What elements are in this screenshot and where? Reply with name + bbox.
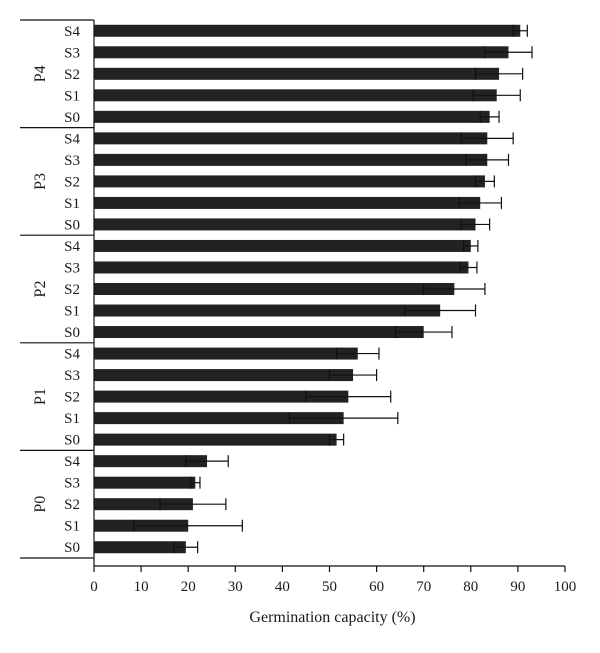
error-bar-p4-s2 xyxy=(474,67,524,80)
bar-p0-s3 xyxy=(94,476,196,489)
bar-p1-s2 xyxy=(94,390,349,403)
group-label-p0: P0 xyxy=(32,496,49,513)
error-bar-p0-s3 xyxy=(189,476,201,489)
row-label-p3-s0: S0 xyxy=(64,217,80,233)
x-tick-label: 70 xyxy=(416,579,431,595)
row-label-p0-s0: S0 xyxy=(64,540,80,556)
bars-layer xyxy=(94,24,533,554)
bar-p1-s0 xyxy=(94,433,337,446)
error-bar-p0-s1 xyxy=(133,519,243,532)
row-label-p4-s2: S2 xyxy=(64,67,80,83)
error-bar-p1-s0 xyxy=(328,433,345,446)
row-label-p3-s2: S2 xyxy=(64,174,80,190)
error-bar-p3-s0 xyxy=(460,218,491,231)
bar-p2-s4 xyxy=(94,239,471,252)
row-label-p1-s2: S2 xyxy=(64,390,80,406)
row-label-p0-s1: S1 xyxy=(64,519,80,535)
x-tick-label: 20 xyxy=(181,579,196,595)
row-label-p2-s4: S4 xyxy=(64,239,80,255)
error-bar-p4-s4 xyxy=(512,24,528,37)
error-bar-p2-s3 xyxy=(459,261,478,274)
bar-p2-s3 xyxy=(94,261,469,274)
error-bar-p0-s2 xyxy=(159,498,227,511)
error-bar-p2-s0 xyxy=(394,326,453,339)
bar-p2-s1 xyxy=(94,304,441,317)
error-bar-p3-s2 xyxy=(474,175,495,188)
bar-p4-s4 xyxy=(94,24,521,37)
x-tick-label: 30 xyxy=(228,579,243,595)
row-label-p1-s1: S1 xyxy=(64,411,80,427)
bar-p0-s2 xyxy=(94,498,193,511)
bar-p3-s0 xyxy=(94,218,476,231)
x-tick-label: 90 xyxy=(510,579,525,595)
error-bar-p2-s4 xyxy=(463,239,479,252)
row-label-p3-s1: S1 xyxy=(64,196,80,212)
group-label-p3: P3 xyxy=(32,173,49,190)
row-label-p4-s4: S4 xyxy=(64,24,80,40)
x-tick-label: 10 xyxy=(134,579,149,595)
bar-p3-s4 xyxy=(94,132,488,145)
bar-p0-s4 xyxy=(94,455,208,468)
row-label-p1-s3: S3 xyxy=(64,368,80,384)
x-tick-label: 0 xyxy=(90,579,98,595)
error-bar-p4-s0 xyxy=(479,110,500,123)
bar-p2-s2 xyxy=(94,283,455,295)
row-label-p0-s4: S4 xyxy=(64,454,80,470)
row-label-p4-s0: S0 xyxy=(64,110,80,126)
x-ticks-layer: 0 10 20 30 40 50 60 70 80 90 100 xyxy=(90,566,576,595)
error-bar-p3-s3 xyxy=(465,153,510,166)
bar-p1-s3 xyxy=(94,369,354,382)
x-tick-label: 60 xyxy=(369,579,384,595)
bar-p3-s1 xyxy=(94,196,481,209)
group-label-p4: P4 xyxy=(32,65,49,82)
bar-p4-s0 xyxy=(94,110,490,123)
group-label-p2: P2 xyxy=(32,281,49,298)
bar-p4-s2 xyxy=(94,67,500,80)
row-label-p2-s0: S0 xyxy=(64,325,80,341)
error-bar-p3-s1 xyxy=(458,196,503,209)
row-label-p0-s2: S2 xyxy=(64,497,80,513)
group-label-p1: P1 xyxy=(32,388,49,405)
error-bar-p1-s3 xyxy=(328,369,378,382)
error-bar-p2-s2 xyxy=(423,283,486,295)
row-label-p2-s3: S3 xyxy=(64,260,80,276)
error-bar-p1-s1 xyxy=(288,412,399,425)
bar-p2-s0 xyxy=(94,326,424,339)
row-label-p2-s1: S1 xyxy=(64,304,80,320)
bar-p1-s4 xyxy=(94,347,358,360)
error-bar-p2-s1 xyxy=(404,304,477,317)
bar-p3-s3 xyxy=(94,153,488,166)
bar-p0-s0 xyxy=(94,541,186,554)
x-tick-label: 50 xyxy=(322,579,337,595)
bar-p4-s3 xyxy=(94,46,509,59)
bar-p4-s1 xyxy=(94,89,497,102)
row-label-p4-s3: S3 xyxy=(64,45,80,61)
x-tick-label: 100 xyxy=(554,579,577,595)
row-label-p4-s1: S1 xyxy=(64,88,80,104)
error-bar-p4-s3 xyxy=(484,46,533,59)
row-label-p0-s3: S3 xyxy=(64,476,80,492)
y-labels-layer: S4 S3 S2 S1 S0 S4 S3 S2 S1 S0 S4 S3 S2 S1 S0 S4 S3 S2 S1 S0… xyxy=(20,19,94,559)
x-tick-label: 80 xyxy=(463,579,478,595)
error-bar-p0-s0 xyxy=(173,541,199,554)
x-axis-title: Germination capacity (%) xyxy=(249,609,415,626)
x-tick-label: 40 xyxy=(275,579,290,595)
row-label-p3-s4: S4 xyxy=(64,131,80,147)
bar-p3-s2 xyxy=(94,175,485,188)
row-label-p3-s3: S3 xyxy=(64,153,80,169)
error-bar-p1-s4 xyxy=(335,347,380,360)
row-label-p1-s4: S4 xyxy=(64,347,80,363)
error-bar-p3-s4 xyxy=(460,132,514,145)
error-bar-p1-s2 xyxy=(305,390,392,403)
row-label-p2-s2: S2 xyxy=(64,282,80,298)
row-label-p1-s0: S0 xyxy=(64,433,80,449)
error-bar-p0-s4 xyxy=(185,455,229,468)
error-bar-p4-s1 xyxy=(472,89,521,102)
bar-p1-s1 xyxy=(94,412,344,425)
